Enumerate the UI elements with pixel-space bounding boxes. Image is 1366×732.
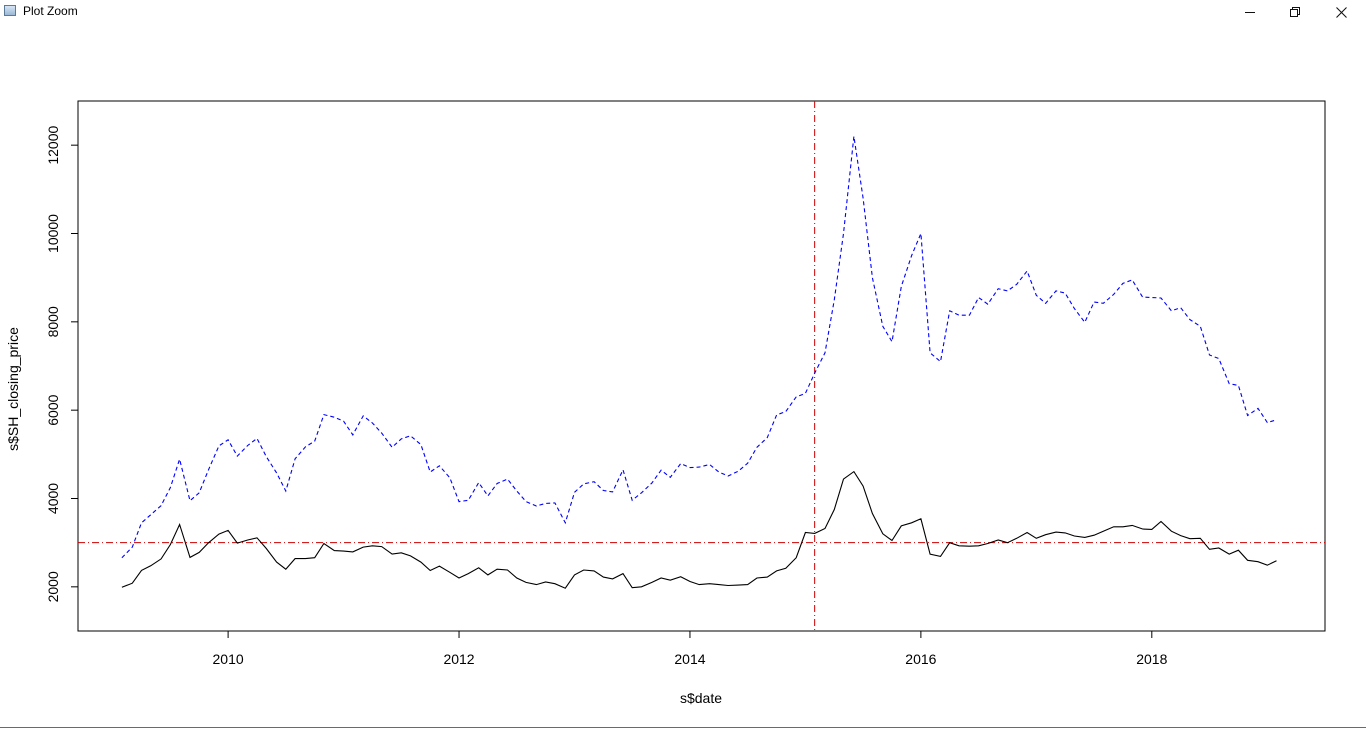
app-icon [4, 5, 16, 16]
close-button[interactable] [1318, 0, 1364, 24]
x-axis-label: s$date [680, 690, 722, 706]
y-axis: 2000 4000 6000 8000 10000 12000 [45, 125, 79, 602]
window-bottom-border [0, 727, 1366, 728]
y-tick-label: 8000 [45, 306, 61, 337]
window-title: Plot Zoom [23, 4, 78, 18]
y-tick-label: 4000 [45, 483, 61, 514]
restore-button[interactable] [1272, 0, 1318, 24]
series-line-0 [121, 470, 1277, 589]
y-axis-label: s$SH_closing_price [5, 327, 21, 451]
x-tick-label: 2016 [905, 651, 936, 667]
reference-lines [78, 101, 1325, 631]
x-tick-label: 2010 [213, 651, 244, 667]
x-tick-label: 2014 [674, 651, 705, 667]
series-group [121, 136, 1277, 589]
window-titlebar: Plot Zoom [0, 0, 1366, 24]
plot-frame [77, 100, 1326, 632]
x-tick-label: 2012 [443, 651, 474, 667]
series-line-1 [121, 136, 1277, 559]
y-tick-label: 6000 [45, 394, 61, 425]
x-tick-label: 2018 [1136, 651, 1167, 667]
minimize-icon [1245, 12, 1255, 13]
y-tick-label: 12000 [45, 125, 61, 164]
x-axis: 2010 2012 2014 2016 2018 [213, 630, 1168, 667]
y-tick-label: 2000 [45, 571, 61, 602]
plot-area: 2010 2012 2014 2016 2018 2000 4000 6000 8000 100… [0, 24, 1366, 727]
restore-icon [1290, 7, 1300, 17]
close-icon [1335, 6, 1347, 18]
line-chart: 2010 2012 2014 2016 2018 2000 4000 6000 8000 100… [5, 100, 1326, 706]
minimize-button[interactable] [1227, 0, 1273, 24]
y-tick-label: 10000 [45, 214, 61, 253]
